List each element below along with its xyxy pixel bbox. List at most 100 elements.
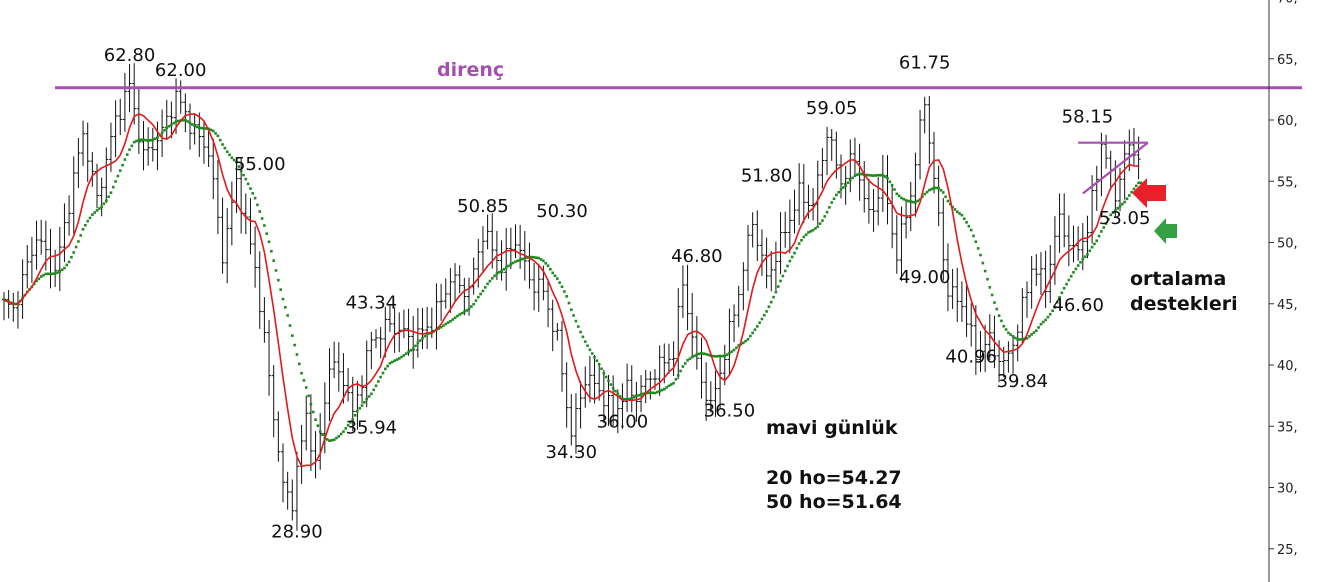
- price-bar: [764, 237, 769, 289]
- ma50-point: [1118, 204, 1122, 208]
- ma50-point: [1114, 209, 1117, 212]
- ma50-point: [51, 272, 55, 276]
- ma50-point: [81, 227, 85, 231]
- price-bar: [876, 177, 881, 226]
- price-bar: [983, 324, 988, 372]
- ma50-point: [1137, 181, 1140, 185]
- ma50-point: [439, 325, 443, 329]
- ma50-point: [193, 124, 196, 128]
- ma50-point: [686, 358, 689, 362]
- ma50-point: [360, 404, 364, 407]
- price-bar: [862, 161, 867, 213]
- price-bar: [546, 279, 551, 328]
- price-bar: [229, 181, 234, 246]
- ma50-point: [504, 266, 508, 269]
- ma50-point: [967, 224, 971, 228]
- ma50-point: [897, 194, 901, 198]
- ma50-point: [293, 343, 296, 347]
- ma50-point: [595, 359, 599, 363]
- price-bar: [387, 304, 392, 332]
- ma50-point: [1032, 331, 1036, 334]
- price-bar: [425, 306, 430, 349]
- ma50-point: [942, 191, 945, 194]
- ma50-point: [456, 314, 459, 318]
- ma50-point: [246, 182, 250, 186]
- ma50-point: [730, 350, 734, 353]
- ma50-point: [860, 172, 864, 176]
- ma50-point: [983, 269, 987, 273]
- ma50-point: [470, 305, 473, 308]
- price-bar: [299, 424, 304, 485]
- ma50-point: [797, 242, 801, 245]
- ma50-point: [523, 256, 527, 260]
- ma50-point: [1097, 234, 1101, 238]
- ma50-point: [339, 432, 343, 436]
- ma50-point: [1076, 264, 1080, 267]
- ma50-point: [955, 210, 959, 214]
- ma50-point: [300, 371, 303, 375]
- price-bar: [560, 320, 564, 392]
- ma50-point: [893, 188, 896, 191]
- ma50-point: [235, 160, 238, 164]
- ma50-point: [256, 203, 259, 207]
- ma50-point: [539, 258, 543, 261]
- price-bar: [564, 362, 569, 428]
- price-label: 28.90: [271, 522, 323, 543]
- price-bar: [597, 362, 602, 401]
- price-bar: [29, 236, 34, 283]
- ma50-point: [407, 350, 410, 354]
- ma50-point: [393, 359, 396, 363]
- ma50-point: [37, 277, 41, 281]
- price-bar: [11, 292, 16, 322]
- ma50-point: [1130, 190, 1133, 194]
- ma50-point: [390, 360, 394, 364]
- ma50-point: [858, 172, 861, 175]
- ma50-point: [284, 305, 287, 309]
- ma50-point: [600, 367, 603, 371]
- ma50-point: [1121, 202, 1124, 206]
- ma50-point: [265, 232, 269, 235]
- ma50-point: [132, 140, 136, 144]
- price-bar: [1104, 134, 1109, 169]
- price-bar: [885, 155, 890, 225]
- ma50-point: [790, 255, 794, 259]
- ma50-point: [86, 219, 89, 223]
- price-bar: [732, 304, 737, 343]
- price-bar: [676, 288, 681, 380]
- ma50-point: [337, 435, 341, 438]
- ma50-point: [960, 213, 964, 217]
- ma50-point: [804, 233, 808, 237]
- ma50-point: [665, 386, 668, 389]
- ma50-point: [163, 128, 166, 132]
- price-bar: [839, 154, 843, 199]
- ma50-point: [609, 383, 613, 386]
- ma50-point: [1028, 335, 1031, 338]
- price-bar: [1080, 223, 1085, 271]
- price-bar: [220, 197, 225, 274]
- price-bar: [927, 95, 932, 164]
- ma50-point: [186, 120, 189, 123]
- price-bar: [62, 203, 67, 262]
- ma50-point: [981, 261, 985, 265]
- ma50-point: [95, 209, 99, 212]
- ma50-point: [177, 119, 180, 123]
- price-bar: [434, 283, 439, 350]
- price-bar: [369, 331, 374, 370]
- price-bar: [341, 353, 346, 404]
- price-bar: [713, 370, 718, 417]
- ma50-point: [374, 384, 378, 388]
- trend-lines: [1078, 141, 1149, 195]
- price-bar: [146, 127, 151, 166]
- price-bar: [685, 264, 690, 331]
- support-note-line1: ortalama: [1130, 268, 1226, 290]
- ma50-point: [832, 197, 836, 201]
- price-bar: [973, 305, 978, 375]
- price-bar: [215, 160, 220, 235]
- price-bar: [81, 120, 86, 166]
- ma50-point: [1095, 239, 1099, 243]
- ma50-point: [216, 134, 220, 138]
- price-bar: [606, 374, 611, 426]
- price-label: 62.00: [155, 60, 207, 81]
- price-bar: [811, 187, 816, 221]
- ma50-point: [39, 275, 43, 278]
